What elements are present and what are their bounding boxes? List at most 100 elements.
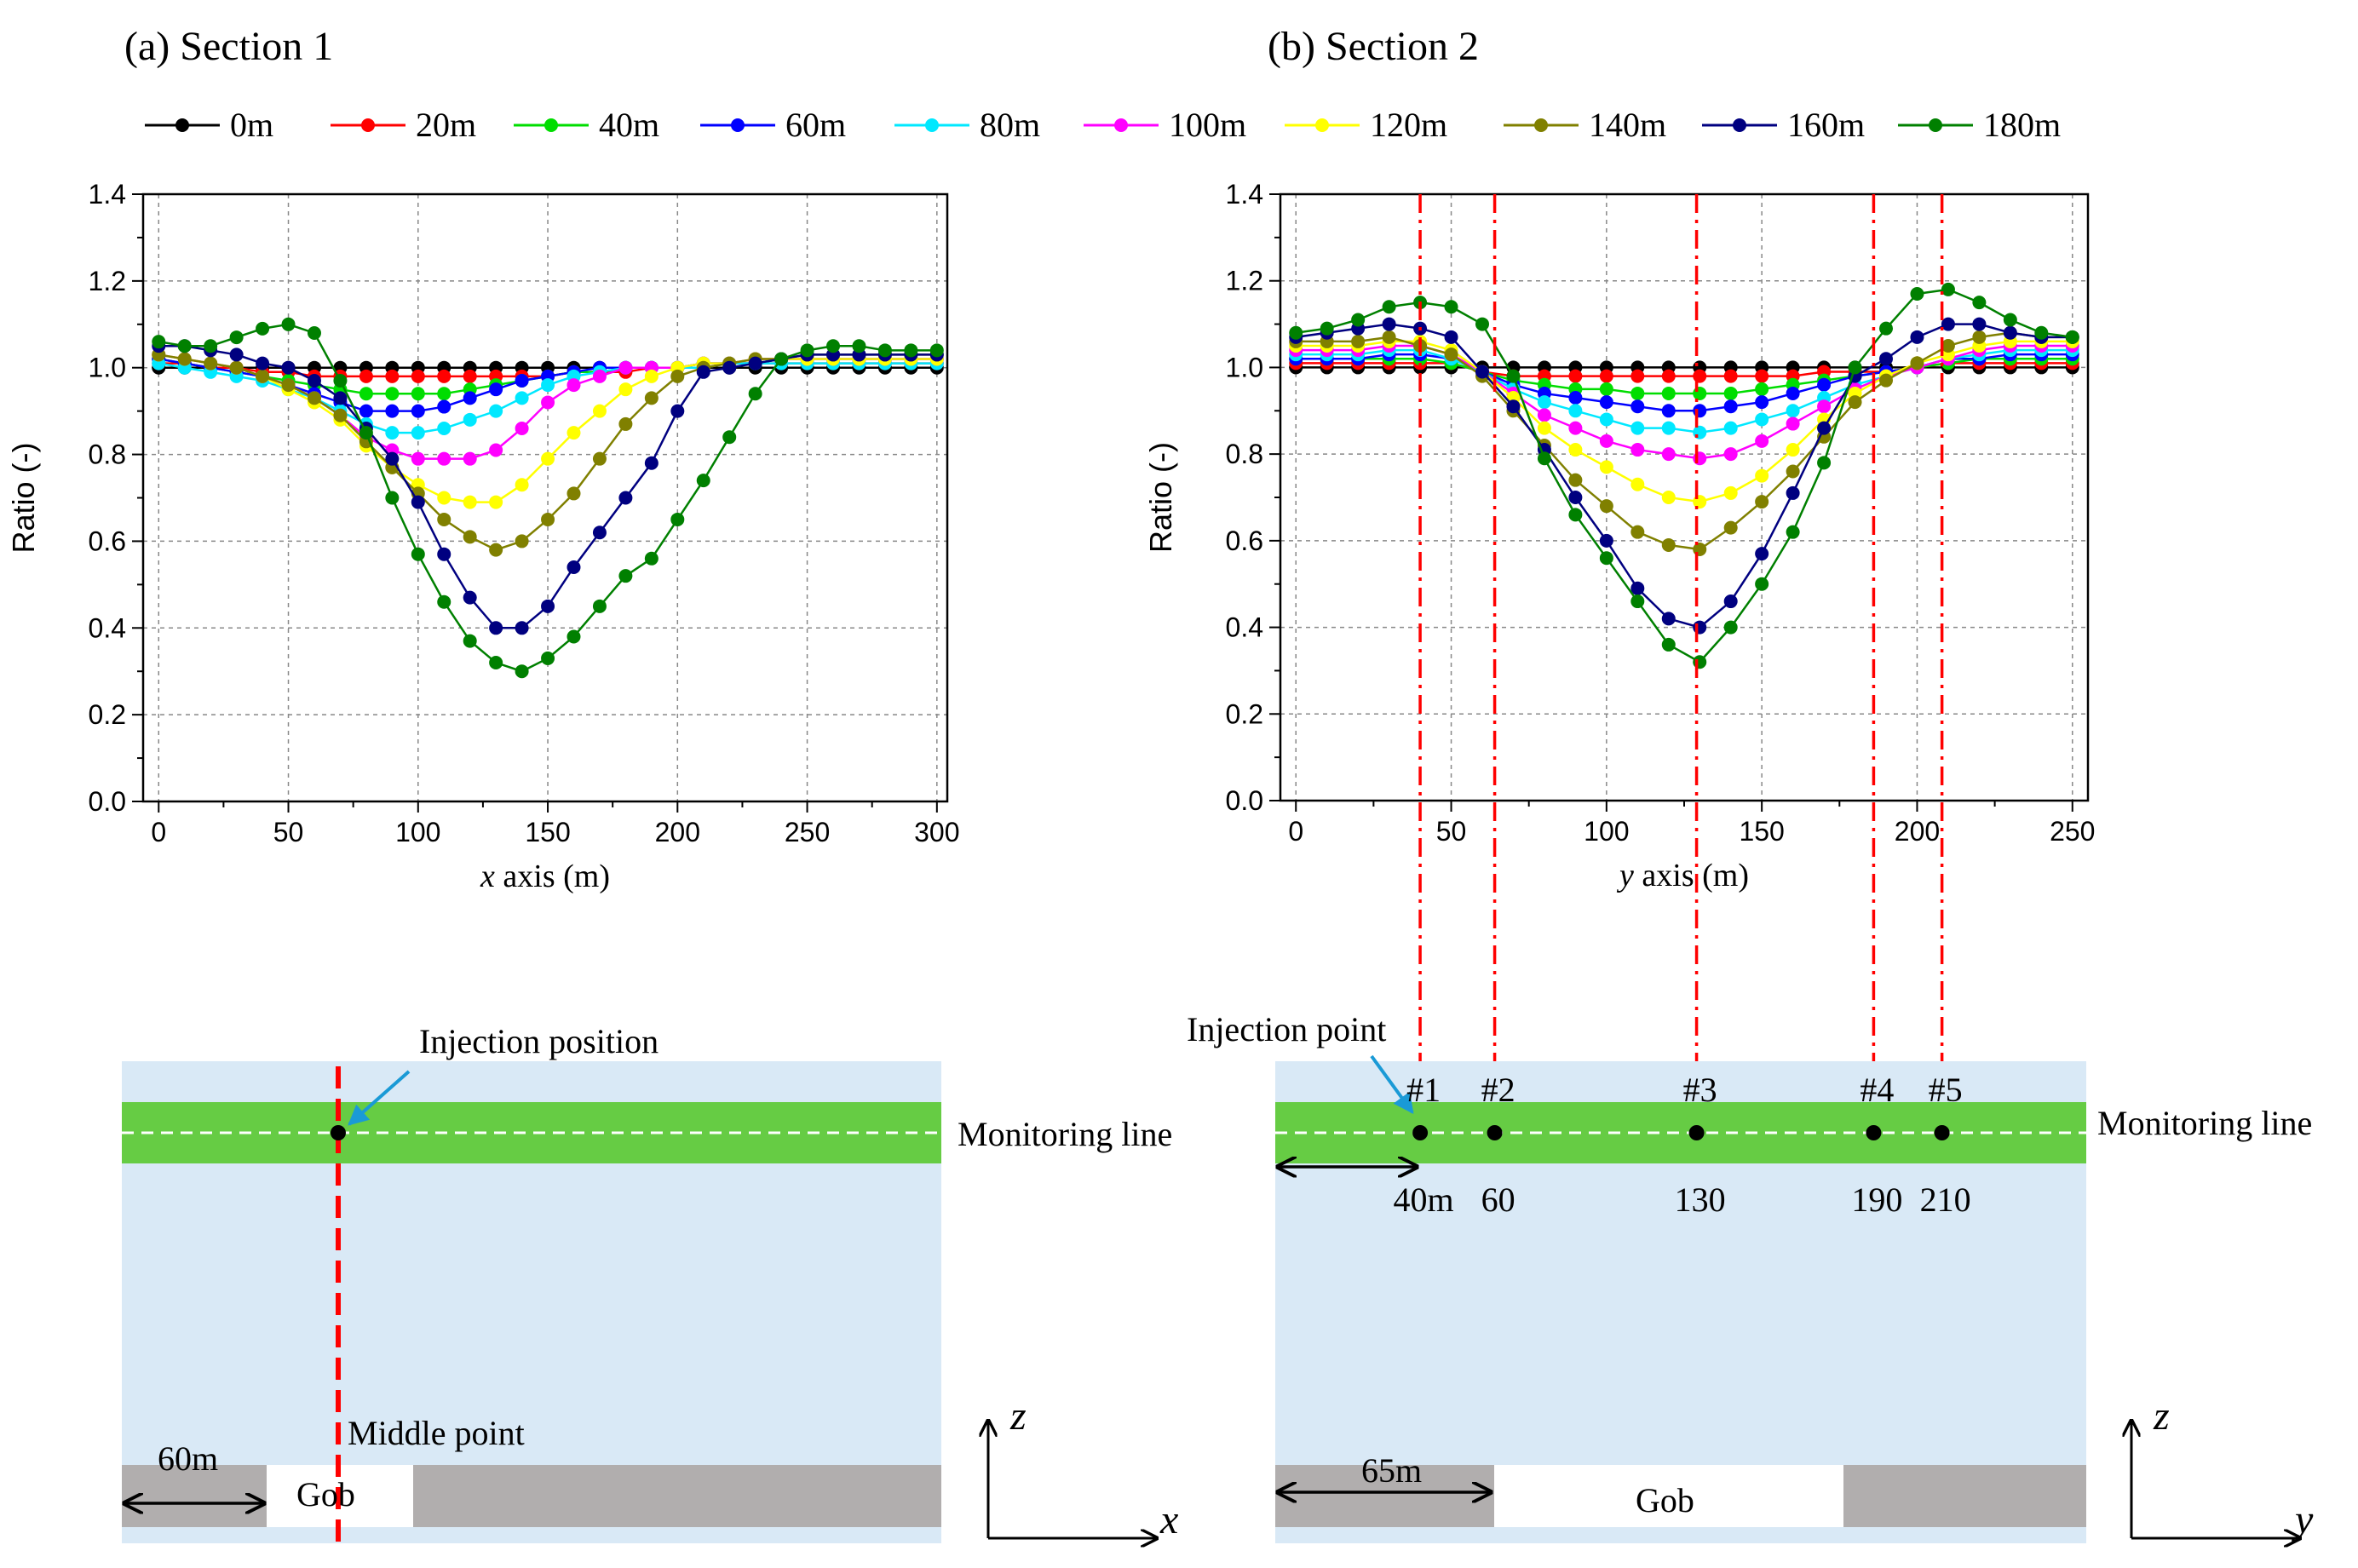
point-120m xyxy=(644,369,659,383)
point-180m xyxy=(852,339,866,353)
point-60m xyxy=(1755,395,1769,410)
point-160m xyxy=(1661,612,1676,626)
point-120m xyxy=(515,478,529,492)
y-tick-label: 1.2 xyxy=(1226,266,1263,296)
point-20m xyxy=(1661,369,1676,383)
point-80m xyxy=(1755,412,1769,427)
point-100m xyxy=(1661,447,1676,462)
injection-arrow xyxy=(1370,1054,1414,1114)
legend-label-20m: 20m xyxy=(416,106,476,144)
point-60m xyxy=(359,404,373,418)
series-line-120m xyxy=(1296,340,2073,503)
point-180m xyxy=(177,339,192,353)
monitoring-point-label: #5 xyxy=(1929,1071,1963,1109)
point-140m xyxy=(1382,330,1396,344)
gob-label: Gob xyxy=(1636,1481,1694,1519)
point-180m xyxy=(618,569,633,583)
point-100m xyxy=(1568,421,1583,435)
y-tick-label: 0.6 xyxy=(89,526,126,556)
legend-label-40m: 40m xyxy=(599,106,659,144)
legend-label-140m: 140m xyxy=(1589,106,1666,144)
legend-label-80m: 80m xyxy=(980,106,1040,144)
point-160m xyxy=(618,491,633,505)
point-160m xyxy=(1910,330,1924,344)
x-tick-label: 100 xyxy=(1584,816,1629,847)
point-160m xyxy=(1630,581,1645,595)
point-100m xyxy=(463,451,477,466)
injection-arrow xyxy=(348,1070,411,1126)
y-tick-label: 1.0 xyxy=(89,353,126,383)
monitoring-point-marker xyxy=(1866,1125,1882,1140)
point-100m xyxy=(437,451,451,466)
point-140m xyxy=(177,352,192,366)
point-80m xyxy=(463,412,477,427)
point-140m xyxy=(307,391,321,405)
point-140m xyxy=(1972,330,1987,344)
point-40m xyxy=(1693,386,1707,400)
point-160m xyxy=(748,356,762,370)
section-2-reference-lines xyxy=(1418,194,1944,1061)
schematic-section-1: Injection position Monitoring line Middl… xyxy=(122,1022,1178,1543)
point-80m xyxy=(1661,421,1676,435)
point-60m xyxy=(1630,399,1645,414)
point-80m xyxy=(541,378,555,393)
point-40m xyxy=(1661,386,1676,400)
point-180m xyxy=(2065,330,2079,344)
point-80m xyxy=(411,426,425,440)
series-line-140m xyxy=(1296,331,2073,551)
legend-marker-0m xyxy=(175,118,189,132)
point-160m xyxy=(1879,352,1893,366)
point-20m xyxy=(359,369,373,383)
x-tick-label: 200 xyxy=(1895,816,1940,847)
y-tick-label: 0.4 xyxy=(89,612,126,643)
point-140m xyxy=(463,530,477,544)
point-160m xyxy=(307,373,321,388)
point-40m xyxy=(1599,382,1613,396)
point-100m xyxy=(1786,416,1800,431)
point-180m xyxy=(229,330,244,345)
point-60m xyxy=(489,382,503,397)
legend-label-60m: 60m xyxy=(785,106,846,144)
y-tick-label: 0.8 xyxy=(89,439,126,470)
point-140m xyxy=(1630,525,1645,539)
point-160m xyxy=(2003,325,2017,340)
point-160m xyxy=(566,560,581,574)
legend-marker-120m xyxy=(1315,118,1329,132)
x-tick-label: 0 xyxy=(151,817,166,847)
point-120m xyxy=(618,382,633,397)
legend-marker-20m xyxy=(361,118,375,132)
x-tick-label: 250 xyxy=(2050,816,2095,847)
injection-point-label: Injection point xyxy=(1187,1010,1386,1048)
legend: 0m 20m 40m 60m 80m 100m 120m 140m 160m 180m xyxy=(145,106,2061,144)
point-120m xyxy=(437,491,451,505)
point-20m xyxy=(1693,369,1707,383)
point-100m xyxy=(592,369,607,383)
monitoring-points: #1 40m #2 60 #3 130 #4 190 #5 210 xyxy=(1278,1071,1971,1219)
point-60m xyxy=(385,404,400,418)
monitoring-point-marker xyxy=(1412,1125,1429,1140)
monitoring-point-position: 60 xyxy=(1481,1180,1515,1219)
point-40m xyxy=(359,387,373,401)
point-100m xyxy=(1723,447,1738,462)
point-180m xyxy=(1444,300,1458,314)
point-140m xyxy=(281,378,296,393)
point-60m xyxy=(1786,386,1800,400)
middle-point-label: Middle point xyxy=(348,1414,525,1452)
point-180m xyxy=(722,430,737,445)
panel-b-title: (b) Section 2 xyxy=(1268,24,1479,69)
point-180m xyxy=(1879,321,1893,336)
point-180m xyxy=(1537,451,1551,466)
point-100m xyxy=(541,395,555,410)
point-40m xyxy=(411,387,425,401)
point-180m xyxy=(1599,551,1613,566)
point-140m xyxy=(618,416,633,431)
x-tick-label: 50 xyxy=(273,817,304,847)
point-100m xyxy=(566,378,581,393)
monitoring-point-label: #1 xyxy=(1406,1071,1441,1109)
chart-b-axes: 0 50 100 150 200 250 0.0 0.2 0.4 0.6 0.8 1.0 1.2 1.4 y… xyxy=(1143,179,2095,893)
plot-frame xyxy=(141,192,949,803)
point-120m xyxy=(1693,495,1707,509)
point-160m xyxy=(1568,491,1583,504)
point-100m xyxy=(515,422,529,436)
